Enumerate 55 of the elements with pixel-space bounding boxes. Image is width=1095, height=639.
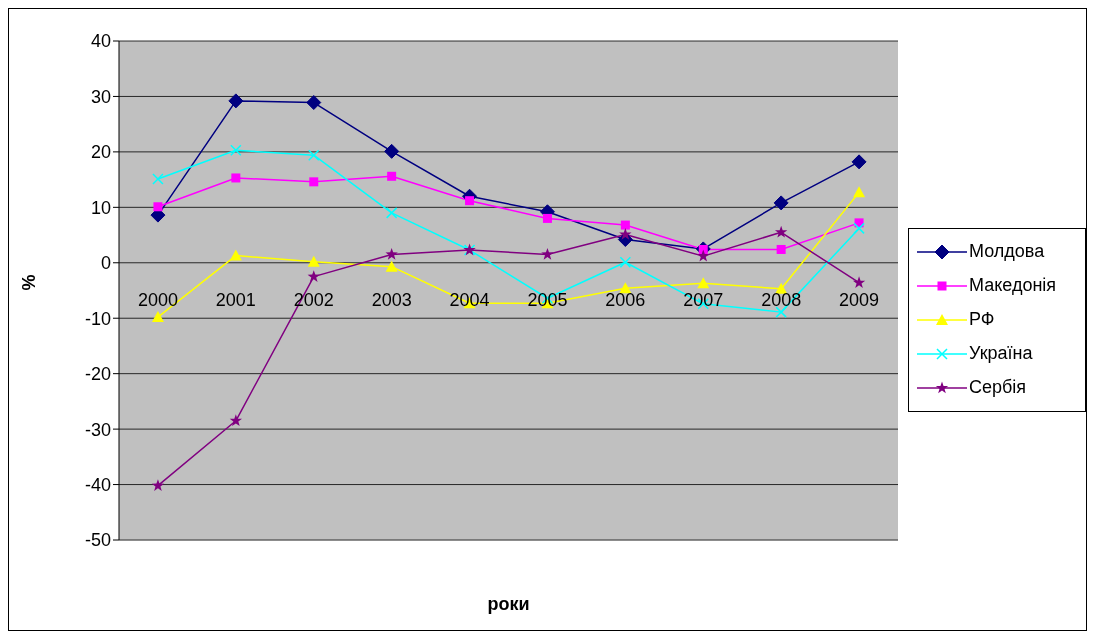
point — [774, 225, 788, 238]
x-tick-label: 2009 — [839, 289, 880, 310]
x-tick-label: 2006 — [605, 289, 646, 310]
point — [308, 149, 320, 161]
point — [619, 282, 632, 294]
legend-label: РФ — [969, 309, 995, 330]
legend-label: Сербія — [969, 377, 1027, 398]
x-axis-title: роки — [487, 594, 530, 614]
point — [384, 143, 400, 159]
point — [307, 255, 320, 267]
y-tick-label: -40 — [84, 474, 111, 495]
y-tick-label: -10 — [84, 308, 111, 329]
x-tick-label: 2000 — [137, 289, 178, 310]
point — [776, 244, 786, 254]
y-tick-label: 30 — [90, 86, 111, 107]
point — [385, 260, 398, 272]
point — [153, 202, 163, 212]
point — [385, 207, 398, 219]
point — [306, 95, 322, 111]
y-tick-label: -50 — [84, 530, 111, 551]
y-tick-label: -30 — [84, 419, 111, 440]
point — [385, 247, 398, 260]
point — [620, 220, 630, 230]
point — [151, 311, 164, 323]
point — [465, 196, 475, 206]
point — [853, 186, 866, 198]
point — [541, 247, 554, 260]
point — [309, 177, 319, 187]
point — [619, 228, 632, 240]
point — [229, 249, 242, 261]
point — [853, 222, 865, 235]
point — [542, 213, 552, 223]
point — [851, 154, 867, 170]
x-tick-label: 2003 — [371, 289, 412, 310]
point — [230, 144, 242, 156]
point — [387, 171, 397, 181]
point — [152, 173, 164, 185]
point — [773, 195, 789, 211]
y-tick-label: 0 — [100, 253, 111, 274]
point — [229, 414, 243, 427]
point — [619, 256, 632, 268]
y-axis-title: % — [19, 274, 40, 291]
y-tick-label: 20 — [90, 142, 111, 163]
point — [228, 93, 244, 109]
point — [697, 277, 710, 289]
legend-label: Україна — [969, 343, 1033, 364]
x-tick-label: 2001 — [215, 289, 256, 310]
y-tick-label: -20 — [84, 364, 111, 385]
legend-label: Македонія — [969, 275, 1057, 296]
point — [151, 479, 165, 491]
point — [231, 173, 241, 183]
y-tick-label: 40 — [90, 31, 111, 52]
y-tick-label: 10 — [90, 197, 111, 218]
point — [852, 276, 866, 288]
legend-label: Молдова — [969, 241, 1045, 262]
